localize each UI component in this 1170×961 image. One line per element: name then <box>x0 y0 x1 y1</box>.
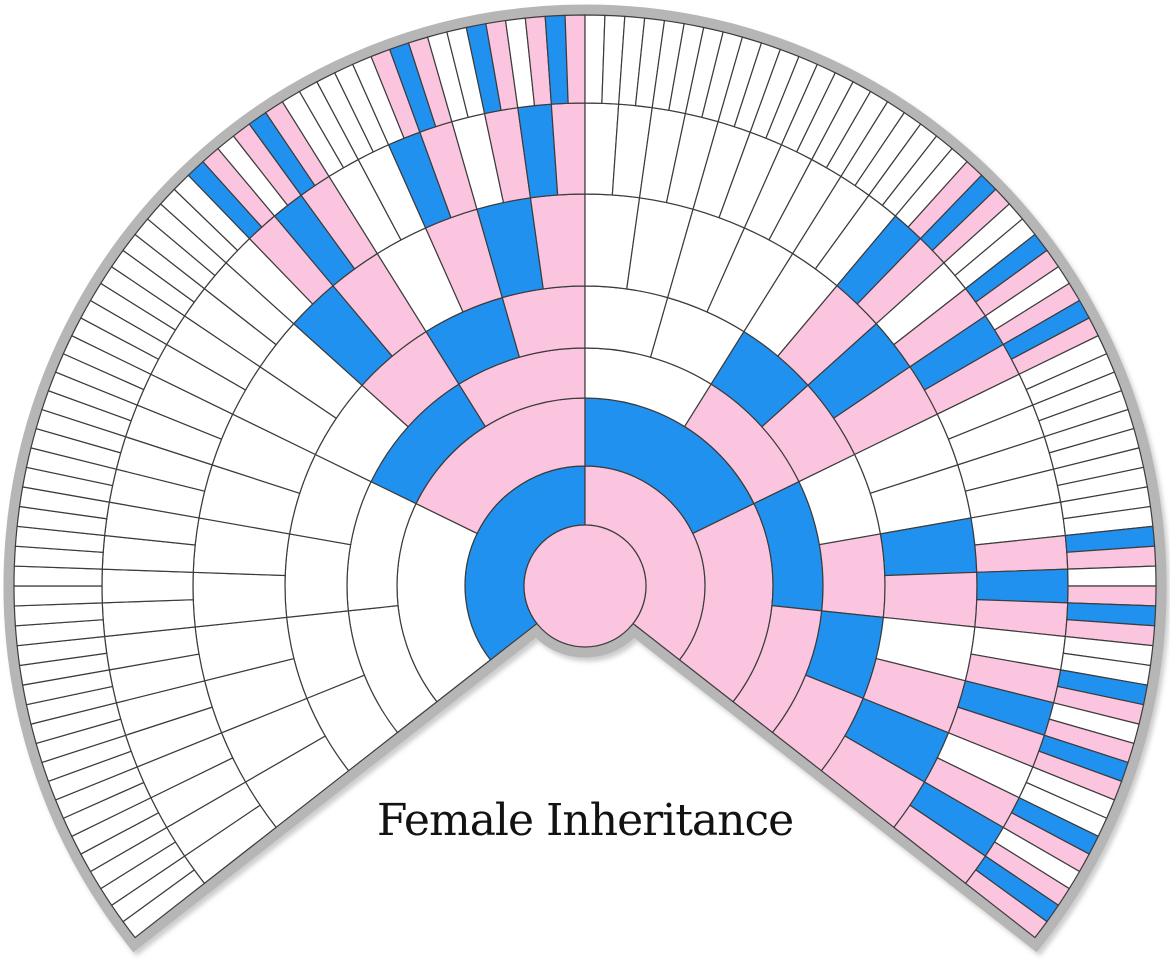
fan-segment-gen5-29 <box>818 533 886 619</box>
fan-ring-gen6 <box>192 193 978 829</box>
fan-segment-gen7-95 <box>550 102 586 196</box>
fan-segment-gen7-118 <box>976 568 1069 604</box>
fan-segment-gen6-36 <box>192 571 288 628</box>
fan-segment-gen8-146 <box>13 585 103 607</box>
fan-ring-gen3 <box>396 397 774 703</box>
chart-title: Female Inheritance <box>376 795 794 846</box>
fan-segment-gen7-73 <box>101 568 194 604</box>
center-person-segment <box>523 524 647 648</box>
fan-segment-gen8-191 <box>564 14 586 104</box>
fan-segment-gen8-255 <box>964 869 1048 939</box>
fan-segment-gen5-18 <box>284 533 352 619</box>
fan-segment-gen8-236 <box>1067 565 1157 587</box>
fan-ring-gen5 <box>284 285 886 772</box>
fan-ring-gen8 <box>13 14 1157 939</box>
